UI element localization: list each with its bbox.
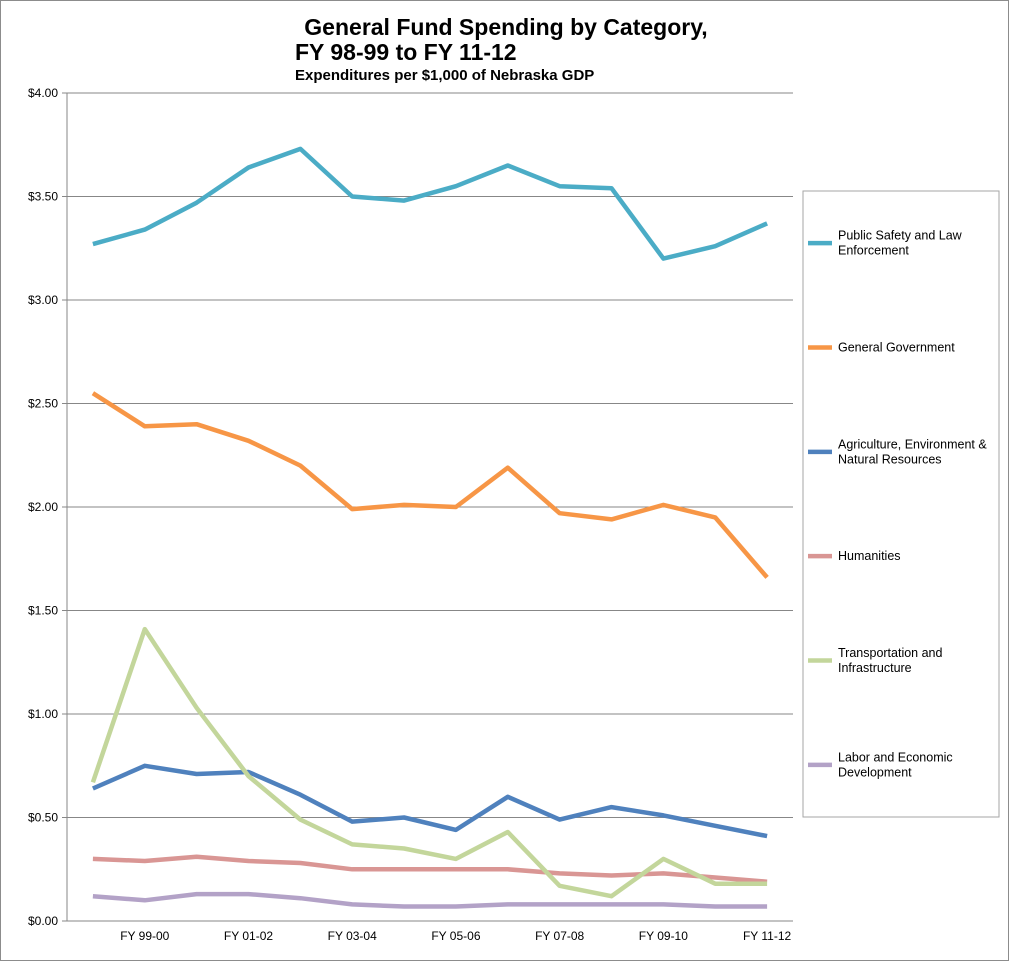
y-tick-label: $1.50 — [28, 604, 58, 618]
y-tick-label: $2.00 — [28, 500, 58, 514]
series-line-4 — [90, 626, 768, 899]
y-tick-label: $2.50 — [28, 397, 58, 411]
x-tick-label: FY 03-04 — [328, 929, 377, 943]
y-tick-label: $0.50 — [28, 811, 58, 825]
y-tick-label: $1.00 — [28, 707, 58, 721]
gridlines — [67, 92, 793, 818]
axes: $0.00 $0.50 $1.00 $1.50 $2.00 $2.50 $3.00 $3.50… — [28, 86, 793, 943]
legend-label-5: Labor and Economic — [838, 750, 953, 764]
legend-label-0: Enforcement — [838, 244, 909, 258]
legend-box — [802, 190, 1000, 818]
y-tick-label: $0.00 — [28, 914, 58, 928]
legend-label-5: Development — [838, 765, 912, 779]
y-tick-label: $3.50 — [28, 190, 58, 204]
series-line-5 — [92, 891, 768, 909]
chart-subtitle: Expenditures per $1,000 of Nebraska GDP — [295, 67, 594, 84]
chart-title-line1: General Fund Spending by Category, — [304, 14, 707, 40]
legend-label-1: General Government — [838, 341, 955, 355]
legend-label-3: Humanities — [838, 549, 901, 563]
x-tick-label: FY 11-12 — [743, 929, 792, 943]
x-tick-label: FY 99-00 — [120, 929, 169, 943]
chart-title-line2: FY 98-99 to FY 11-12 — [295, 39, 517, 65]
x-tick-label: FY 07-08 — [535, 929, 584, 943]
series-lines — [90, 146, 769, 909]
series-line-0 — [92, 146, 769, 261]
legend-label-4: Infrastructure — [838, 661, 912, 675]
legend-label-2: Agriculture, Environment & — [838, 437, 987, 451]
x-tick-label: FY 05-06 — [431, 929, 480, 943]
legend-label-2: Natural Resources — [838, 452, 942, 466]
legend-label-0: Public Safety and Law — [838, 229, 963, 243]
x-tick-label: FY 09-10 — [639, 929, 688, 943]
series-line-3 — [92, 854, 768, 884]
series-line-2 — [91, 763, 768, 839]
legend-label-4: Transportation and — [838, 646, 943, 660]
y-tick-label: $4.00 — [28, 86, 58, 100]
y-tick-label: $3.00 — [28, 293, 58, 307]
series-line-1 — [91, 391, 769, 579]
x-tick-label: FY 01-02 — [224, 929, 273, 943]
